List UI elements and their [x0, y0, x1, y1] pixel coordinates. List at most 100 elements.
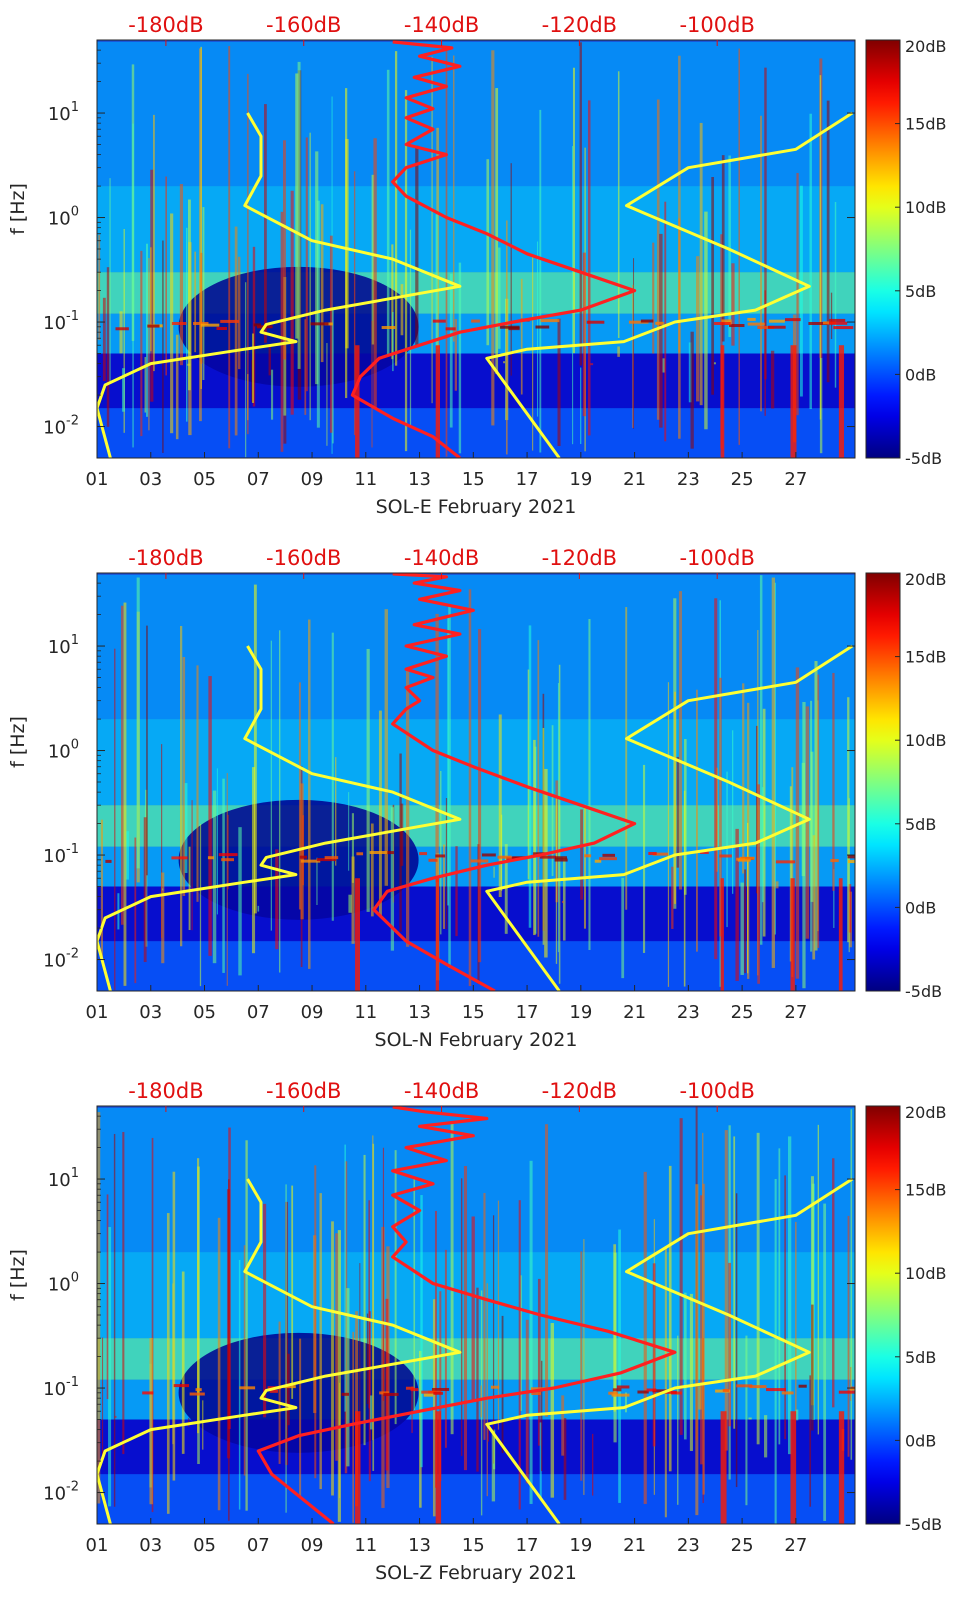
colorbar: 20dB 15dB 10dB 5dB 0dB -5dB [865, 37, 947, 468]
series-line-3 [256, 1106, 677, 1524]
x-tick-label: 05 [193, 1002, 216, 1023]
y-tick-label: 100 [48, 1271, 79, 1296]
x-tick-label: 23 [677, 1535, 700, 1556]
colorbar: 20dB 15dB 10dB 5dB 0dB -5dB [865, 1103, 947, 1534]
colorbar: 20dB 15dB 10dB 5dB 0dB -5dB [865, 570, 947, 1001]
top-db-label: -140dB [404, 1079, 479, 1103]
colorbar-label: 15dB [905, 1181, 947, 1200]
series-line-2 [485, 644, 854, 991]
top-db-label: -100dB [679, 1079, 754, 1103]
y-tick-label: 10-1 [43, 309, 79, 334]
x-tick-label: 03 [139, 469, 162, 490]
spectrogram-image [97, 40, 855, 458]
x-tick-label: 11 [354, 1002, 377, 1023]
top-db-label: -180dB [128, 546, 203, 570]
x-tick-label: 13 [408, 1002, 431, 1023]
top-db-label: -180dB [128, 1079, 203, 1103]
x-tick-label: 09 [301, 469, 324, 490]
x-tick-label: 19 [569, 1535, 592, 1556]
x-tick-label: 07 [247, 1535, 270, 1556]
colorbar-label: 10dB [905, 731, 947, 750]
x-tick-label: 25 [731, 1002, 754, 1023]
colorbar-label: -5dB [905, 1515, 942, 1534]
colorbar-label: 15dB [905, 648, 947, 667]
y-tick-label: 101 [48, 100, 79, 125]
top-db-label: -100dB [679, 546, 754, 570]
x-tick-label: 13 [408, 469, 431, 490]
y-axis-title: f [Hz] [7, 716, 29, 768]
x-tick-label: 03 [139, 1002, 162, 1023]
colorbar-label: 20dB [905, 1103, 947, 1122]
y-tick-label: 100 [48, 205, 79, 230]
top-db-label: -160dB [266, 1079, 341, 1103]
series-line-1 [97, 1178, 462, 1524]
x-tick-label: 13 [408, 1535, 431, 1556]
colorbar-label: 10dB [905, 1264, 947, 1283]
top-db-label: -140dB [404, 546, 479, 570]
colorbar-label: 5dB [905, 815, 936, 834]
colorbar-label: -5dB [905, 982, 942, 1001]
x-tick-label: 21 [623, 1535, 646, 1556]
x-tick-label: 09 [301, 1002, 324, 1023]
spectrogram-panel-1: 01 03 05 07 09 11 13 15 17 19 21 23 25 27 SOL-E Februa… [7, 13, 947, 518]
x-axis-title: SOL-N February 2021 [375, 1029, 578, 1051]
top-db-label: -100dB [679, 13, 754, 37]
x-tick-label: 11 [354, 1535, 377, 1556]
x-tick-label: 15 [462, 469, 485, 490]
top-db-label: -160dB [266, 546, 341, 570]
top-db-label: -140dB [404, 13, 479, 37]
colorbar-label: 0dB [905, 898, 936, 917]
x-tick-label: 17 [516, 469, 539, 490]
x-tick-label: 21 [623, 469, 646, 490]
top-db-label: -120dB [542, 546, 617, 570]
y-tick-label: 101 [48, 633, 79, 658]
y-tick-label: 101 [48, 1166, 79, 1191]
x-tick-label: 15 [462, 1002, 485, 1023]
y-axis-title: f [Hz] [7, 1249, 29, 1301]
x-tick-label: 11 [354, 469, 377, 490]
top-db-label: -120dB [542, 1079, 617, 1103]
x-tick-label: 25 [731, 469, 754, 490]
colorbar-label: 20dB [905, 37, 947, 56]
x-tick-label: 15 [462, 1535, 485, 1556]
x-tick-label: 05 [193, 469, 216, 490]
colorbar-label: 0dB [905, 365, 936, 384]
spectrogram-panel-2: 01 03 05 07 09 11 13 15 17 19 21 23 25 27 SOL-N Februa… [7, 546, 947, 1051]
x-tick-label: 05 [193, 1535, 216, 1556]
series-line-1 [97, 112, 462, 458]
x-tick-label: 17 [516, 1535, 539, 1556]
colorbar-label: -5dB [905, 449, 942, 468]
x-tick-label: 27 [784, 1002, 807, 1023]
y-tick-label: 10-2 [43, 947, 79, 972]
x-tick-label: 01 [86, 469, 109, 490]
y-tick-label: 10-1 [43, 842, 79, 867]
spectrogram-panel-3: 01 03 05 07 09 11 13 15 17 19 21 23 25 27 SOL-Z Februa… [7, 1079, 947, 1584]
colorbar-label: 5dB [905, 282, 936, 301]
x-tick-label: 23 [677, 1002, 700, 1023]
x-tick-label: 01 [86, 1002, 109, 1023]
x-tick-label: 07 [247, 1002, 270, 1023]
x-axis-title: SOL-E February 2021 [376, 496, 577, 518]
series-line-3 [350, 40, 637, 458]
x-tick-label: 19 [569, 1002, 592, 1023]
colorbar-label: 20dB [905, 570, 947, 589]
colorbar-label: 5dB [905, 1348, 936, 1367]
x-tick-label: 25 [731, 1535, 754, 1556]
top-db-label: -160dB [266, 13, 341, 37]
colorbar-label: 0dB [905, 1431, 936, 1450]
series-line-1 [97, 645, 462, 991]
x-axis-title: SOL-Z February 2021 [375, 1562, 577, 1584]
x-tick-label: 21 [623, 1002, 646, 1023]
top-db-label: -180dB [128, 13, 203, 37]
x-tick-label: 23 [677, 469, 700, 490]
colorbar-label: 10dB [905, 198, 947, 217]
y-tick-label: 10-2 [43, 414, 79, 439]
spectrogram-image [97, 573, 855, 991]
x-tick-label: 27 [784, 1535, 807, 1556]
y-tick-label: 100 [48, 738, 79, 763]
series-line-3 [372, 573, 637, 991]
series-line-2 [485, 111, 854, 458]
x-tick-label: 07 [247, 469, 270, 490]
x-tick-label: 19 [569, 469, 592, 490]
x-tick-label: 03 [139, 1535, 162, 1556]
